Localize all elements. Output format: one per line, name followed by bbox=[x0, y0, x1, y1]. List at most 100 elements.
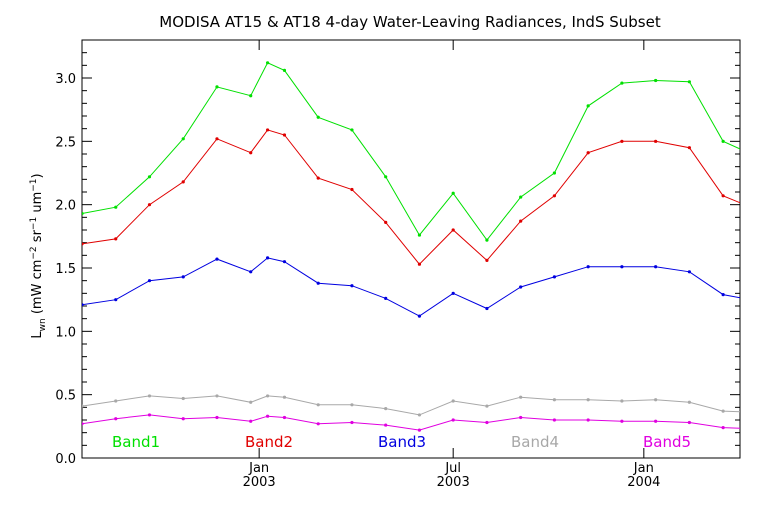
data-point bbox=[417, 413, 422, 417]
y-axis-label: Lwn (mW cm−2 sr−1 um−1) bbox=[29, 173, 48, 338]
data-point bbox=[687, 270, 691, 274]
data-point bbox=[249, 270, 253, 274]
data-point bbox=[586, 418, 590, 422]
data-point bbox=[316, 281, 320, 285]
legend: Band1 Band2 Band3 Band4 Band5 bbox=[112, 433, 691, 451]
data-point bbox=[384, 407, 388, 411]
data-point bbox=[147, 413, 152, 417]
data-point bbox=[519, 415, 523, 420]
data-point bbox=[620, 139, 624, 143]
data-point bbox=[282, 68, 287, 72]
x-tick-year: 2003 bbox=[243, 475, 276, 490]
data-point bbox=[265, 128, 270, 132]
y-tick-label: 3.0 bbox=[55, 72, 76, 87]
data-point bbox=[654, 419, 658, 423]
data-point bbox=[282, 395, 287, 399]
series-layer bbox=[82, 61, 758, 432]
data-point bbox=[181, 396, 185, 401]
data-point bbox=[687, 420, 691, 425]
data-point bbox=[350, 420, 354, 425]
data-point bbox=[417, 314, 422, 318]
series-line-band1 bbox=[82, 62, 740, 241]
chart-title: MODISA AT15 & AT18 4-day Water-Leaving R… bbox=[159, 13, 661, 31]
data-point bbox=[114, 205, 118, 209]
x-tick-year: 2004 bbox=[627, 475, 660, 490]
data-point bbox=[350, 128, 354, 132]
y-tick-label: 0.0 bbox=[55, 452, 76, 467]
data-point bbox=[417, 428, 422, 432]
data-point bbox=[552, 398, 557, 402]
data-point bbox=[282, 415, 287, 420]
series-line-band4 bbox=[82, 395, 740, 416]
x-tick-month: Jan bbox=[633, 461, 654, 476]
x-tick-month: Jan bbox=[248, 461, 269, 476]
data-point bbox=[417, 233, 422, 237]
data-point bbox=[654, 265, 658, 269]
y-tick-label: 0.5 bbox=[55, 389, 76, 404]
data-point bbox=[384, 220, 388, 224]
data-point bbox=[519, 395, 523, 399]
data-point bbox=[316, 176, 320, 180]
data-point bbox=[384, 175, 388, 179]
data-point bbox=[654, 139, 658, 143]
series-line-band2 bbox=[82, 129, 740, 265]
y-tick-label: 2.0 bbox=[55, 199, 76, 214]
legend-entry-band4: Band4 bbox=[511, 433, 559, 451]
data-point bbox=[451, 191, 455, 195]
data-point bbox=[485, 404, 489, 408]
data-point bbox=[147, 203, 152, 207]
data-point bbox=[147, 394, 152, 398]
y-tick-label: 1.0 bbox=[55, 325, 76, 340]
data-point bbox=[114, 399, 118, 403]
data-point bbox=[265, 394, 270, 398]
data-point bbox=[519, 195, 523, 199]
data-point bbox=[215, 394, 219, 398]
data-point bbox=[620, 419, 624, 423]
series-line-band3 bbox=[82, 257, 740, 317]
data-point bbox=[687, 146, 691, 150]
data-point bbox=[350, 284, 354, 288]
data-point bbox=[265, 61, 270, 65]
data-point bbox=[147, 175, 152, 179]
data-point bbox=[316, 422, 320, 426]
data-point bbox=[519, 219, 523, 223]
y-tick-label: 2.5 bbox=[55, 135, 76, 150]
data-point bbox=[147, 279, 152, 283]
data-point bbox=[586, 104, 590, 108]
data-point bbox=[552, 418, 557, 422]
data-point bbox=[265, 256, 270, 260]
data-point bbox=[181, 137, 185, 141]
data-point bbox=[552, 275, 557, 279]
data-point bbox=[654, 398, 658, 402]
data-point bbox=[265, 414, 270, 418]
data-point bbox=[114, 417, 118, 421]
x-tick-month: Jul bbox=[444, 461, 461, 476]
data-point bbox=[519, 285, 523, 289]
data-point bbox=[417, 262, 422, 266]
data-point bbox=[755, 427, 758, 430]
series-band4 bbox=[82, 394, 740, 417]
data-point bbox=[82, 404, 84, 408]
data-point bbox=[451, 291, 455, 295]
data-point bbox=[721, 409, 725, 413]
data-point bbox=[181, 275, 185, 279]
data-point bbox=[82, 211, 84, 216]
data-point bbox=[82, 422, 84, 426]
data-point bbox=[586, 398, 590, 402]
series-band3 bbox=[82, 256, 740, 318]
data-point bbox=[654, 78, 658, 83]
data-point bbox=[552, 194, 557, 198]
data-point bbox=[249, 94, 253, 98]
data-point bbox=[249, 400, 253, 404]
data-point bbox=[687, 400, 691, 404]
series-band2 bbox=[82, 128, 740, 266]
data-point bbox=[721, 139, 725, 143]
legend-entry-band1: Band1 bbox=[112, 433, 160, 451]
x-tick-year: 2003 bbox=[437, 475, 470, 490]
data-point bbox=[620, 81, 624, 85]
data-point bbox=[350, 403, 354, 407]
series-band5 bbox=[82, 413, 758, 432]
data-point bbox=[82, 303, 84, 307]
data-point bbox=[687, 80, 691, 84]
